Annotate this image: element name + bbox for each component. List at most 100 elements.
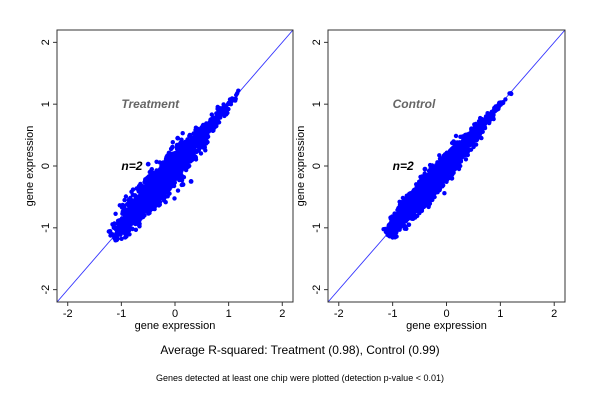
data-point (165, 154, 170, 159)
data-point (138, 201, 143, 207)
data-point (155, 170, 161, 175)
data-point (418, 174, 423, 180)
data-point (193, 134, 198, 139)
data-point (180, 143, 185, 148)
data-point (217, 105, 222, 111)
panel-title: Treatment (121, 97, 180, 111)
data-point (170, 144, 175, 150)
data-point (189, 153, 194, 159)
data-point (126, 207, 131, 213)
data-point (152, 182, 158, 187)
data-point (153, 177, 158, 182)
data-point (144, 198, 149, 203)
data-point (123, 235, 128, 240)
data-point (137, 217, 142, 222)
data-point (205, 127, 210, 132)
data-point (507, 91, 512, 96)
data-point (503, 97, 508, 102)
data-point (214, 113, 219, 119)
data-point (144, 175, 150, 181)
data-point (176, 157, 182, 162)
data-point (453, 133, 459, 139)
data-point (138, 185, 143, 190)
data-point (204, 121, 209, 126)
data-point (110, 232, 115, 237)
data-point (227, 97, 233, 102)
data-point (165, 190, 171, 195)
data-point (108, 229, 113, 234)
data-point (122, 224, 127, 229)
data-point (119, 236, 124, 241)
data-point (166, 178, 171, 183)
y-tick-label: -1 (40, 223, 52, 233)
outlier-point (175, 135, 181, 141)
data-point (153, 186, 158, 191)
data-point (138, 181, 143, 187)
data-point (198, 151, 204, 156)
data-point (132, 211, 137, 216)
data-point (193, 154, 198, 159)
data-point (173, 168, 178, 173)
data-point (195, 148, 201, 153)
data-point (388, 215, 393, 220)
data-point (217, 109, 222, 115)
outlier-point (180, 182, 186, 187)
x-tick-label: -2 (63, 308, 73, 320)
data-point (183, 163, 188, 169)
data-point (115, 228, 120, 233)
data-point (133, 227, 139, 232)
data-point (135, 204, 140, 209)
outlier-point (148, 171, 154, 176)
data-point (211, 128, 216, 133)
data-point (183, 139, 188, 145)
data-point (146, 205, 151, 210)
data-point (127, 220, 132, 225)
x-tick-label: -1 (116, 308, 126, 320)
data-point (203, 135, 208, 140)
data-point (179, 175, 184, 180)
data-point (170, 140, 175, 145)
x-axis-label: gene expression (135, 320, 216, 332)
outlier-point (145, 161, 151, 167)
outlier-point (188, 179, 194, 184)
data-point (190, 136, 195, 141)
data-point (120, 211, 125, 216)
data-point (407, 191, 412, 197)
data-point (205, 139, 210, 145)
data-point (200, 123, 205, 129)
data-point (216, 120, 222, 125)
data-point (150, 202, 155, 207)
data-point (176, 169, 182, 175)
data-point (146, 194, 151, 199)
data-point (166, 174, 172, 179)
data-point (174, 164, 179, 169)
y-tick-label: 1 (40, 101, 52, 107)
data-point (224, 112, 229, 117)
data-point (142, 179, 147, 185)
data-point (465, 152, 470, 158)
data-point (193, 125, 199, 130)
data-point (141, 205, 146, 210)
data-point (449, 140, 455, 146)
data-point (463, 157, 469, 162)
data-point (422, 171, 427, 176)
data-point (113, 211, 118, 216)
data-point (134, 221, 140, 226)
data-point (484, 115, 489, 120)
data-point (132, 215, 138, 221)
data-point (456, 166, 462, 172)
data-point (173, 173, 178, 178)
data-point (172, 196, 177, 201)
data-point (171, 154, 176, 159)
data-point (122, 219, 128, 225)
data-point (124, 202, 130, 207)
data-point (130, 187, 136, 192)
data-point (399, 200, 404, 205)
data-point (131, 207, 136, 213)
sample-count-label: n=2 (121, 159, 142, 173)
data-point (115, 218, 121, 223)
data-point (179, 146, 184, 151)
data-point (146, 211, 151, 216)
data-point (150, 206, 155, 212)
